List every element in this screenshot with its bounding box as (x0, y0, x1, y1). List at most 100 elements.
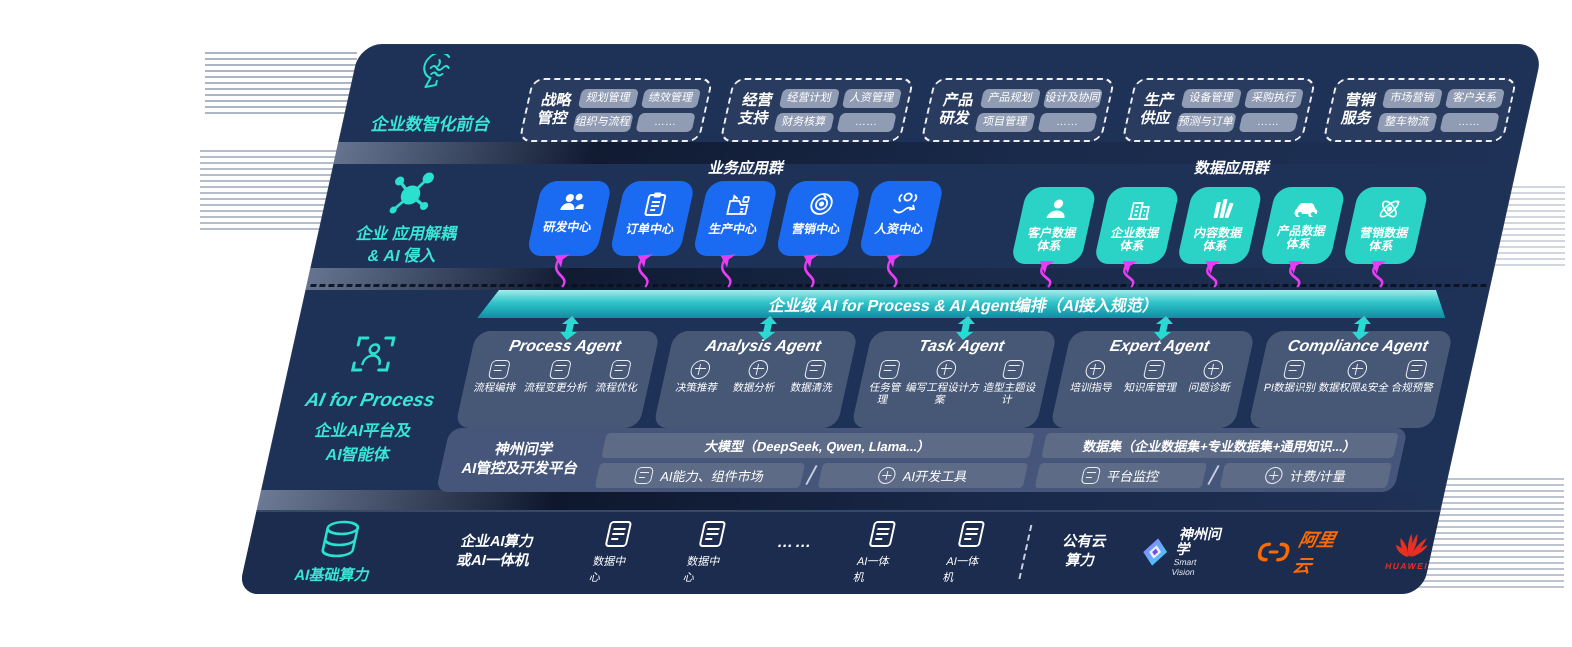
node-label: AI一体机 (852, 555, 891, 584)
dataset-bar: 数据集（企业数据集+专业数据集+通用知识...） (1041, 432, 1399, 458)
data-app-cards: 客户数据 体系 企业数据 体系 内容数据 体系 (1010, 187, 1430, 264)
agent-item: 数据权限&安全 (1317, 360, 1395, 395)
car-icon (1294, 203, 1318, 217)
agent-item: 数据分析 (732, 360, 782, 395)
node-label: 数据中心 (588, 555, 628, 584)
agent-item: 决策推荐 (674, 360, 724, 395)
hr-trend-icon (893, 192, 918, 214)
server-icon (699, 520, 726, 547)
node-datacenter: 数据中心 (682, 520, 734, 585)
agent-title: Task Agent (917, 338, 1006, 355)
agent-item: 流程变更分析 (523, 360, 594, 395)
node-ai-appliance: AI一体机 (941, 520, 993, 585)
enterprise-compute-label: 企业AI算力 或AI一体机 (455, 534, 536, 569)
pill: …… (1439, 112, 1500, 132)
card-label: 内容数据 体系 (1192, 226, 1244, 253)
brain-icon (423, 54, 451, 88)
group-title-line: 供应 (1138, 110, 1173, 127)
pill: 经营计划 (778, 88, 840, 108)
vendor-name: HUAWEI (1384, 561, 1430, 571)
cell-ai-devtools: AI开发工具 (817, 462, 1029, 488)
business-app-cards: 研发中心 订单中心 生产中心 (526, 181, 945, 256)
card-label: 人资中心 (873, 222, 925, 236)
permission-icon (1346, 360, 1370, 379)
node-label: AI一体机 (941, 555, 981, 584)
card-label: 客户数据 体系 (1026, 226, 1078, 253)
vendor-name: 神州问学 (1175, 526, 1224, 557)
agent-process: Process Agent 流程编排 流程变更分析 流程优化 (454, 331, 661, 428)
person-frame-icon (350, 336, 396, 372)
card-customer-data: 客户数据 体系 (1010, 187, 1098, 264)
atom-icon (1379, 200, 1400, 218)
pill: 市场营销 (1381, 88, 1443, 108)
group-title-line: 经营 (740, 92, 775, 109)
molecule-icon (389, 172, 434, 214)
group-production: 生产 供应 设备管理 采购执行 预测与订单 …… (1121, 78, 1317, 142)
group-title-line: 战略 (539, 92, 574, 109)
decision-icon (689, 360, 713, 379)
group-strategy: 战略 管控 规划管理 绩效管理 组织与流程 …… (518, 78, 714, 142)
agent-title: Compliance Agent (1286, 338, 1430, 355)
ai-layer-title: AI for Process (303, 390, 437, 411)
content-icon (1213, 199, 1234, 219)
card-hr-center: 人资中心 (858, 181, 945, 256)
pill: 预测与订单 (1175, 112, 1237, 132)
front-layer-groups: 战略 管控 规划管理 绩效管理 组织与流程 …… 经营 支持 经营计划 人资管理 财… (518, 78, 1518, 142)
components-icon (633, 466, 655, 484)
server-icon (605, 520, 632, 547)
cell-ai-components: AI能力、组件市场 (594, 462, 806, 488)
card-label: 营销中心 (790, 222, 842, 236)
main-panel: 企业数智化前台 战略 管控 规划管理 绩效管理 组织与流程 …… 经营 支持 经营计… (238, 44, 1545, 594)
gauge-icon (1263, 466, 1285, 484)
optimize-icon (609, 360, 633, 379)
card-order-center: 订单中心 (609, 181, 696, 256)
cell-billing: 计费/计量 (1219, 462, 1393, 488)
agent-item: 编写工程设计方案 (900, 360, 987, 406)
agent-item: 流程优化 (594, 360, 644, 395)
agent-item: PI数据识别 (1262, 360, 1322, 395)
agent-item: 造型主题设计 (977, 360, 1045, 406)
card-label: 订单中心 (624, 222, 676, 236)
layers-icon (1142, 360, 1167, 379)
dashed-separator-line (310, 284, 1487, 287)
band-fold-3 (256, 490, 1446, 510)
cell-platform-monitor: 平台监控 (1034, 462, 1208, 488)
training-icon (1083, 360, 1107, 379)
platform-model-section: 大模型（DeepSeek, Qwen, Llama...） AI能力、组件市场 … (594, 432, 1035, 488)
group-title-line: 生产 (1142, 92, 1177, 109)
group-title-line: 研发 (937, 110, 972, 127)
pill: 设备管理 (1180, 88, 1242, 108)
agent-title: Expert Agent (1108, 338, 1212, 355)
card-marketing-data: 营销数据 体系 (1342, 187, 1430, 264)
agent-item: 合规预警 (1390, 360, 1440, 395)
group-operation: 经营 支持 经营计划 人资管理 财务核算 …… (719, 78, 915, 142)
platform-row: 神州问学 AI管控及开发平台 大模型（DeepSeek, Qwen, Llama… (435, 428, 1408, 492)
agent-item: 知识库管理 (1123, 360, 1183, 395)
clean-icon (803, 360, 828, 379)
server-icon (868, 520, 896, 547)
card-label: 生产中心 (707, 222, 759, 236)
clipboard-icon (644, 192, 667, 216)
sliders-icon (548, 360, 572, 379)
cell-divider (805, 465, 818, 485)
node-datacenter: 数据中心 (588, 520, 640, 585)
card-label: 企业数据 体系 (1109, 226, 1161, 253)
agent-item: 培训指导 (1069, 360, 1119, 395)
data-group-title: 数据应用群 (1192, 160, 1272, 177)
card-content-data: 内容数据 体系 (1176, 187, 1264, 264)
card-label: 研发中心 (541, 220, 593, 234)
group-title-line: 管控 (535, 110, 570, 127)
public-cloud-label: 公有云 算力 (1061, 534, 1109, 569)
id-card-icon (1282, 360, 1306, 379)
pill: 项目管理 (974, 112, 1036, 132)
pill: …… (635, 112, 696, 132)
pill: 绩效管理 (640, 88, 702, 108)
group-title-line: 服务 (1339, 110, 1374, 127)
alert-icon (1404, 360, 1429, 379)
pill: 组织与流程 (572, 112, 634, 132)
app-layer-label: 企业 应用解耦 & AI 侵入 (354, 226, 459, 265)
pill: …… (1037, 112, 1098, 132)
group-title-line: 支持 (736, 110, 771, 127)
model-bar: 大模型（DeepSeek, Qwen, Llama...） (601, 432, 1035, 458)
agent-item: 流程编排 (472, 360, 522, 395)
